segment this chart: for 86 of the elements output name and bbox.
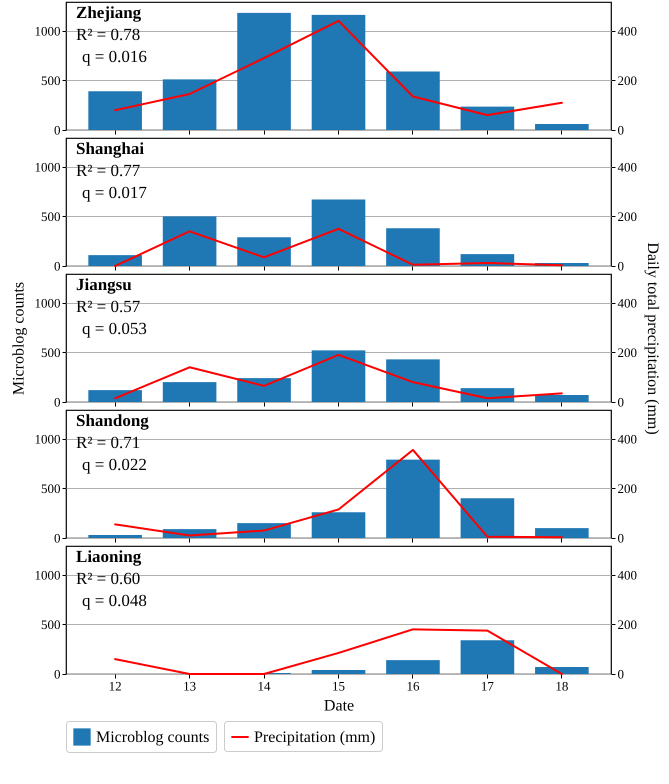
y-tick-label: 500 [41, 344, 60, 360]
bar [535, 124, 589, 130]
y2-tick-label: 400 [618, 23, 637, 38]
y2-tick-label: 0 [618, 666, 624, 682]
bar [312, 670, 366, 674]
annotation: R² = 0.60 [76, 569, 140, 588]
y2-tick-label: 400 [618, 431, 637, 446]
x-tick-label: 14 [258, 678, 272, 694]
chart-title: Zhejiang [76, 3, 142, 22]
bar [535, 667, 589, 674]
y-tick-label: 0 [54, 394, 60, 410]
annotation: R² = 0.57 [76, 297, 141, 316]
y-tick-label: 1000 [34, 295, 60, 310]
y-tick-label: 0 [54, 122, 60, 138]
y2-axis-title: Daily total precipitation (mm) [644, 242, 661, 435]
line-series [114, 228, 563, 267]
bar [88, 535, 142, 538]
y2-tick-label: 200 [618, 208, 637, 224]
bar [460, 498, 514, 538]
x-tick-label: 17 [480, 678, 494, 694]
bar [312, 200, 366, 266]
annotation: R² = 0.71 [76, 433, 140, 452]
x-tick-label: 16 [406, 678, 420, 694]
y-tick-label: 1000 [34, 159, 60, 174]
line-series [114, 354, 563, 400]
bar [237, 378, 291, 402]
x-tick-label: 15 [332, 678, 345, 694]
bar [88, 91, 142, 130]
bar [386, 660, 440, 674]
x-tick-label: 18 [555, 678, 568, 694]
bar [386, 228, 440, 266]
y2-tick-label: 400 [618, 567, 637, 582]
bar [312, 350, 366, 402]
chart-title: Shandong [76, 411, 150, 430]
y-tick-label: 0 [54, 666, 60, 682]
y2-tick-label: 200 [618, 344, 637, 360]
annotation: q = 0.022 [82, 455, 147, 474]
y-tick-label: 500 [41, 72, 60, 88]
bar [88, 390, 142, 402]
bar [88, 255, 142, 266]
x-tick-label: 13 [183, 678, 196, 694]
y-tick-label: 1000 [34, 23, 60, 38]
legend-label: Precipitation (mm) [254, 729, 376, 746]
y2-tick-label: 200 [618, 72, 637, 88]
bar [386, 71, 440, 130]
bar [237, 237, 291, 266]
bar [312, 14, 366, 130]
y2-tick-label: 0 [618, 394, 624, 410]
y-tick-label: 0 [54, 258, 60, 274]
bar [237, 12, 291, 130]
bar [162, 382, 216, 402]
y2-tick-label: 0 [618, 122, 624, 138]
y-tick-label: 0 [54, 530, 60, 546]
bar [162, 216, 216, 266]
bar [386, 359, 440, 402]
y2-tick-label: 200 [618, 480, 637, 496]
chart-title: Jiangsu [76, 275, 132, 294]
annotation: q = 0.053 [82, 319, 147, 338]
x-tick-label: 12 [108, 678, 122, 694]
y-tick-label: 500 [41, 616, 60, 632]
y2-tick-label: 400 [618, 295, 637, 310]
annotation: R² = 0.78 [76, 25, 140, 44]
annotation: q = 0.017 [82, 183, 148, 202]
bar [460, 106, 514, 130]
bar [535, 395, 589, 402]
annotation: q = 0.016 [82, 47, 147, 66]
bar [312, 512, 366, 538]
x-axis-title: Date [324, 698, 354, 714]
y2-tick-label: 200 [618, 616, 637, 632]
annotation: q = 0.048 [82, 591, 147, 610]
y-tick-label: 500 [41, 208, 60, 224]
y-tick-label: 1000 [34, 431, 60, 446]
annotation: R² = 0.77 [76, 161, 141, 180]
bar [460, 640, 514, 674]
y-tick-label: 1000 [34, 567, 60, 582]
bar [162, 79, 216, 130]
y2-tick-label: 0 [618, 530, 624, 546]
y2-tick-label: 0 [618, 258, 624, 274]
line-series [114, 628, 563, 675]
chart-title: Shanghai [76, 139, 144, 158]
y-tick-label: 500 [41, 480, 60, 496]
chart-title: Liaoning [76, 547, 142, 566]
y-axis-title: Microblog counts [10, 282, 28, 396]
y2-tick-label: 400 [618, 159, 637, 174]
bar [386, 460, 440, 538]
legend-label: Microblog counts [96, 729, 210, 746]
